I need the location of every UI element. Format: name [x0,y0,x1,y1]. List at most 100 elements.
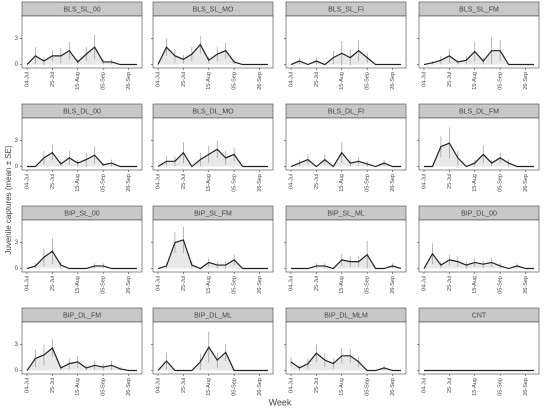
x-tick-label: 15-Aug [472,378,478,396]
line [26,250,137,270]
panel-title: BIP_DL_FM [63,312,101,319]
x-tick-label: 25-Jul [314,72,320,87]
x-tick-label: 15-Aug [339,174,345,192]
x-tick-label: 25-Jul [314,378,320,393]
line [290,49,401,66]
y-tick-label: 0 [15,62,19,68]
panel-title: BIP_DL_ML [194,312,232,319]
x-tick-label: 26-Sep [390,72,396,90]
x-tick-label: 25-Jul [50,72,56,87]
area [27,47,137,65]
x-tick-label: 15-Aug [472,174,478,192]
x-tick-label: 04-Jul [24,378,30,393]
x-tick-label: 25-Jul [447,174,453,189]
x-tick-label: 04-Jul [421,276,427,291]
line [157,43,268,66]
area [291,50,401,65]
x-tick-label: 15-Aug [75,276,81,294]
x-tick-label: 26-Sep [390,276,396,294]
x-tick-label: 05-Sep [498,72,504,90]
x-tick-label: 05-Sep [101,72,107,90]
x-tick-label: 04-Jul [421,378,427,393]
x-tick-label: 26-Sep [257,72,263,90]
area [158,44,268,65]
x-tick-label: 25-Jul [447,378,453,393]
x-tick-label: 25-Jul [181,378,187,393]
panel [418,321,540,375]
area [158,347,268,371]
panel-title: BLS_SL_FM [459,6,499,13]
x-tick-label: 15-Aug [339,72,345,90]
x-tick-label: 15-Aug [472,72,478,90]
line [423,252,534,270]
x-tick-label: 15-Aug [206,276,212,294]
x-tick-label: 04-Jul [155,72,161,87]
x-tick-label: 04-Jul [288,378,294,393]
x-tick-label: 25-Jul [50,174,56,189]
area [424,143,534,167]
panel-title: BIP_SL_ML [327,210,364,217]
x-tick-label: 05-Sep [101,174,107,192]
panel [285,219,407,273]
panel-title: BIP_SL_FM [194,210,232,217]
x-tick-label: 15-Aug [339,276,345,294]
x-tick-label: 25-Jul [447,72,453,87]
x-tick-label: 04-Jul [155,378,161,393]
panel-title: BLS_DL_FI [328,108,364,115]
x-tick-label: 26-Sep [523,72,529,90]
x-tick-label: 25-Jul [181,174,187,189]
x-tick-label: 15-Aug [75,174,81,192]
x-tick-label: 26-Sep [257,378,263,396]
panel-title: BLS_DL_00 [63,108,101,115]
x-tick-label: 05-Sep [365,276,371,294]
line [424,142,534,168]
x-tick-label: 04-Jul [155,276,161,291]
area [291,353,401,371]
x-tick-label: 26-Sep [390,174,396,192]
x-tick-label: 04-Jul [288,72,294,87]
x-tick-label: 26-Sep [523,276,529,294]
y-tick-label: 3 [15,36,19,42]
x-tick-label: 15-Aug [206,72,212,90]
x-tick-label: 05-Sep [498,276,504,294]
y-tick-label: 0 [15,164,19,170]
x-tick-label: 05-Sep [232,174,238,192]
panel-title: BIP_DL_MLM [324,312,368,319]
line [290,352,401,372]
x-axis-label: Week [269,397,292,407]
x-tick-label: 26-Sep [257,276,263,294]
y-tick-label: 3 [15,240,19,246]
x-tick-label: 26-Sep [390,378,396,396]
line [26,46,137,66]
x-tick-label: 26-Sep [523,174,529,192]
x-tick-label: 04-Jul [24,276,30,291]
panel-title: BLS_DL_FM [459,108,499,115]
area [424,253,534,269]
line [290,151,401,168]
x-tick-label: 25-Jul [50,378,56,393]
y-axis-label: Juvenile captures (mean ± SE) [4,145,13,255]
x-tick-label: 26-Sep [523,378,529,396]
x-tick-label: 05-Sep [498,378,504,396]
panel-title: BLS_SL_00 [63,6,100,13]
line [157,345,268,372]
x-tick-label: 15-Aug [206,378,212,396]
line [423,50,534,66]
x-tick-label: 25-Jul [447,276,453,291]
line [26,347,137,372]
x-tick-label: 05-Sep [101,378,107,396]
area [291,152,401,167]
x-tick-label: 05-Sep [365,72,371,90]
panel-title: CNT [472,312,487,319]
line [157,148,268,168]
area [158,149,268,167]
x-tick-label: 15-Aug [75,72,81,90]
area [291,254,401,269]
y-tick-label: 0 [15,368,19,374]
x-tick-label: 04-Jul [155,174,161,189]
x-tick-label: 25-Jul [314,174,320,189]
x-tick-label: 05-Sep [365,378,371,396]
x-tick-label: 15-Aug [472,276,478,294]
panel-title: BIP_SL_00 [64,210,100,217]
